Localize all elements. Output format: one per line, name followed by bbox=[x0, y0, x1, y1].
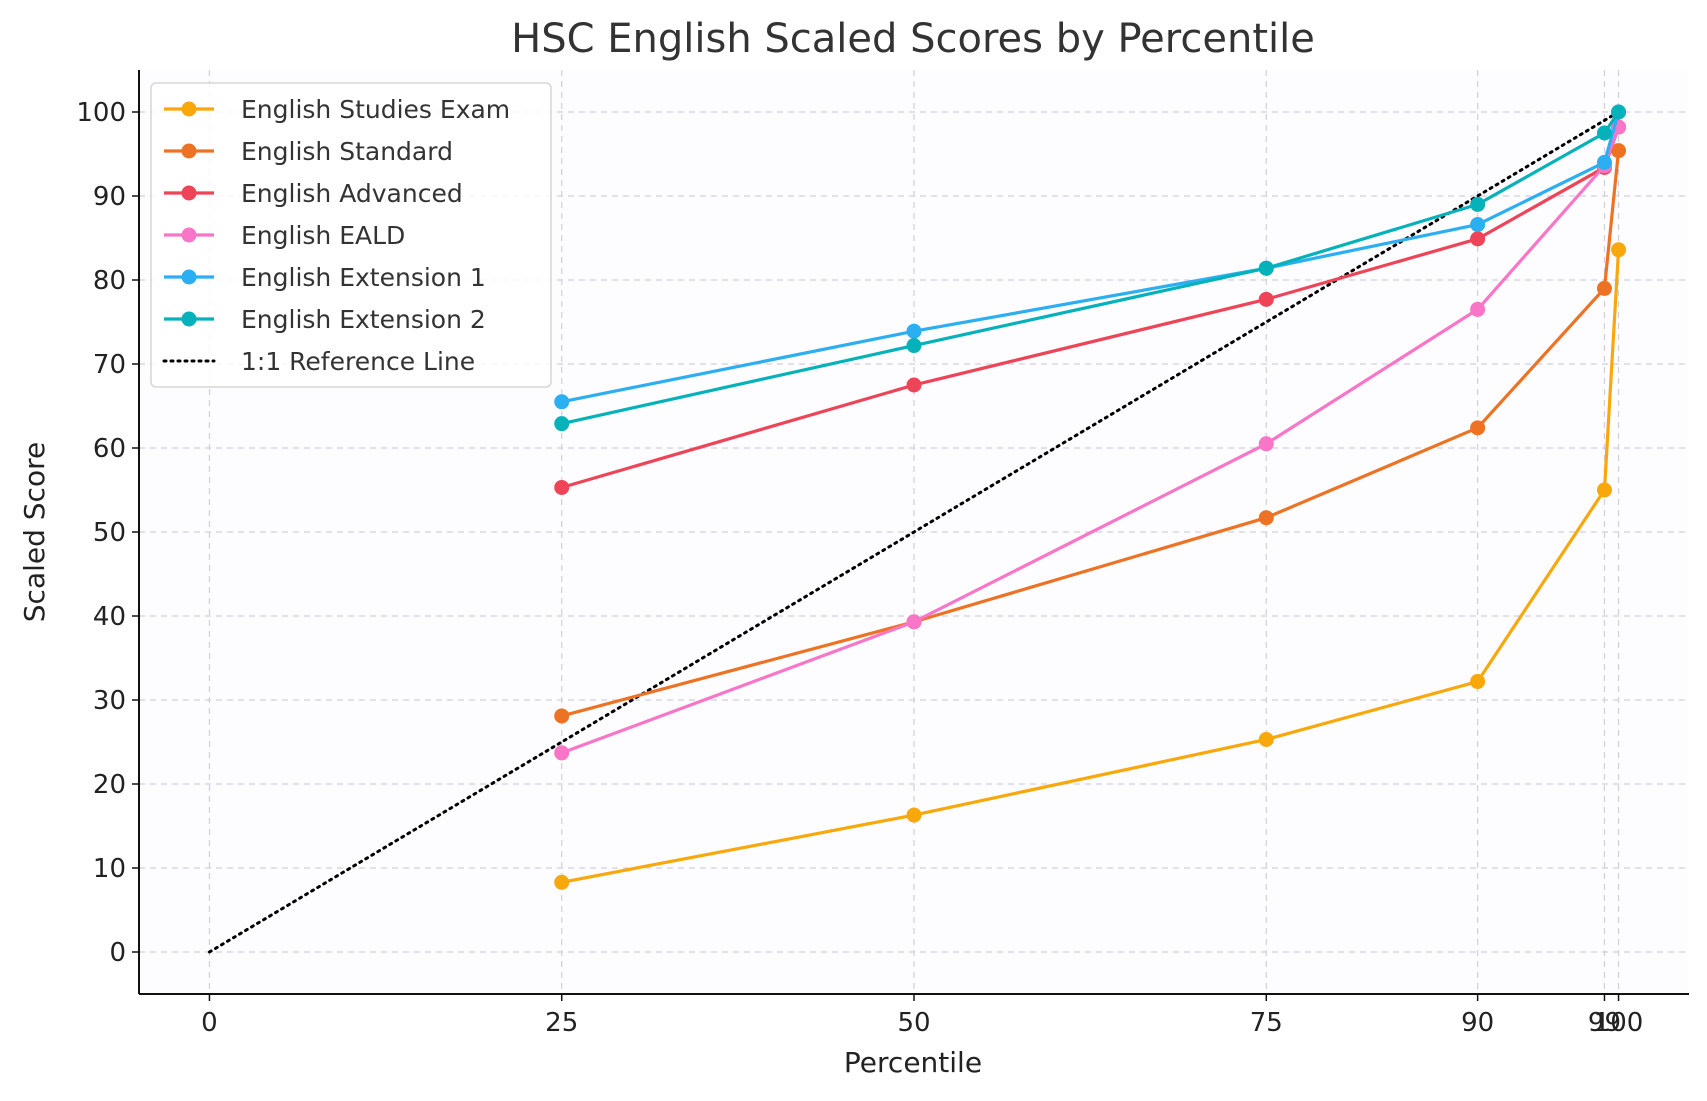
series-layer bbox=[554, 104, 1627, 890]
x-tick-label: 0 bbox=[201, 1008, 218, 1038]
legend-box bbox=[150, 82, 552, 388]
legend-marker bbox=[181, 227, 197, 243]
data-point bbox=[1611, 143, 1627, 159]
data-point bbox=[554, 874, 570, 890]
legend-label: English Standard bbox=[241, 137, 453, 166]
data-point bbox=[906, 323, 922, 339]
legend-item: English EALD bbox=[164, 221, 405, 250]
legend-item: English Extension 2 bbox=[164, 305, 486, 334]
data-point bbox=[1258, 510, 1274, 526]
reference-line-layer bbox=[207, 110, 1621, 954]
legend-item: English Advanced bbox=[164, 179, 463, 208]
y-tick-label: 0 bbox=[109, 938, 126, 968]
legend-item: 1:1 Reference Line bbox=[162, 347, 475, 376]
axes bbox=[132, 70, 1689, 1001]
legend-label: English Studies Exam bbox=[241, 95, 510, 124]
data-point bbox=[1470, 196, 1486, 212]
legend-marker bbox=[181, 185, 197, 201]
legend-label: English EALD bbox=[241, 221, 405, 250]
legend-label: English Extension 1 bbox=[241, 263, 486, 292]
data-point bbox=[1470, 420, 1486, 436]
data-point bbox=[1611, 104, 1627, 120]
series-line bbox=[561, 111, 1621, 404]
y-axis-title: Scaled Score bbox=[18, 442, 51, 622]
y-tick-label: 50 bbox=[93, 518, 126, 548]
y-tick-label: 70 bbox=[93, 350, 126, 380]
data-point bbox=[906, 807, 922, 823]
data-point bbox=[554, 708, 570, 724]
data-point bbox=[1258, 436, 1274, 452]
data-point bbox=[906, 338, 922, 354]
data-point bbox=[1611, 242, 1627, 258]
legend-item: English Standard bbox=[164, 137, 453, 166]
y-tick-label: 90 bbox=[93, 182, 126, 212]
data-point bbox=[1470, 674, 1486, 690]
chart-title: HSC English Scaled Scores by Percentile bbox=[511, 16, 1315, 62]
data-point bbox=[1596, 125, 1612, 141]
data-point bbox=[1596, 154, 1612, 170]
legend-item: English Studies Exam bbox=[164, 95, 510, 124]
reference-line bbox=[207, 110, 1621, 954]
data-point bbox=[554, 416, 570, 432]
x-axis-title: Percentile bbox=[844, 1046, 982, 1079]
legend-item: English Extension 1 bbox=[164, 263, 486, 292]
y-tick-label: 20 bbox=[93, 770, 126, 800]
data-point bbox=[1470, 217, 1486, 233]
data-point bbox=[554, 394, 570, 410]
y-tick-label: 30 bbox=[93, 686, 126, 716]
x-tick-label: 99 bbox=[1588, 1008, 1621, 1038]
data-point bbox=[1470, 301, 1486, 317]
x-tick-label: 75 bbox=[1250, 1008, 1283, 1038]
series-5 bbox=[554, 104, 1627, 432]
legend-label: 1:1 Reference Line bbox=[241, 347, 475, 376]
data-point bbox=[1258, 291, 1274, 307]
legend-marker bbox=[181, 311, 197, 327]
data-point bbox=[554, 745, 570, 761]
x-tick-label: 100 bbox=[1594, 1008, 1644, 1038]
legend-label: English Extension 2 bbox=[241, 305, 486, 334]
data-point bbox=[1258, 260, 1274, 276]
legend-marker bbox=[181, 269, 197, 285]
x-tick-label: 50 bbox=[897, 1008, 930, 1038]
series-line bbox=[561, 249, 1621, 884]
data-point bbox=[906, 614, 922, 630]
legend-marker bbox=[181, 101, 197, 117]
y-tick-label: 80 bbox=[93, 266, 126, 296]
data-point bbox=[1258, 731, 1274, 747]
x-tick-label: 25 bbox=[545, 1008, 578, 1038]
series-0 bbox=[554, 242, 1627, 890]
data-point bbox=[906, 377, 922, 393]
legend: English Studies Exam English Standard Engl… bbox=[150, 82, 552, 388]
legend-label: English Advanced bbox=[241, 179, 463, 208]
data-point bbox=[1596, 280, 1612, 296]
y-tick-label: 10 bbox=[93, 854, 126, 884]
series-line bbox=[561, 150, 1621, 718]
data-point bbox=[1470, 231, 1486, 247]
legend-marker bbox=[181, 143, 197, 159]
x-tick-label: 90 bbox=[1461, 1008, 1494, 1038]
data-point bbox=[1596, 482, 1612, 498]
data-point bbox=[554, 479, 570, 495]
y-tick-label: 100 bbox=[76, 98, 126, 128]
y-tick-label: 40 bbox=[93, 602, 126, 632]
y-tick-label: 60 bbox=[93, 434, 126, 464]
